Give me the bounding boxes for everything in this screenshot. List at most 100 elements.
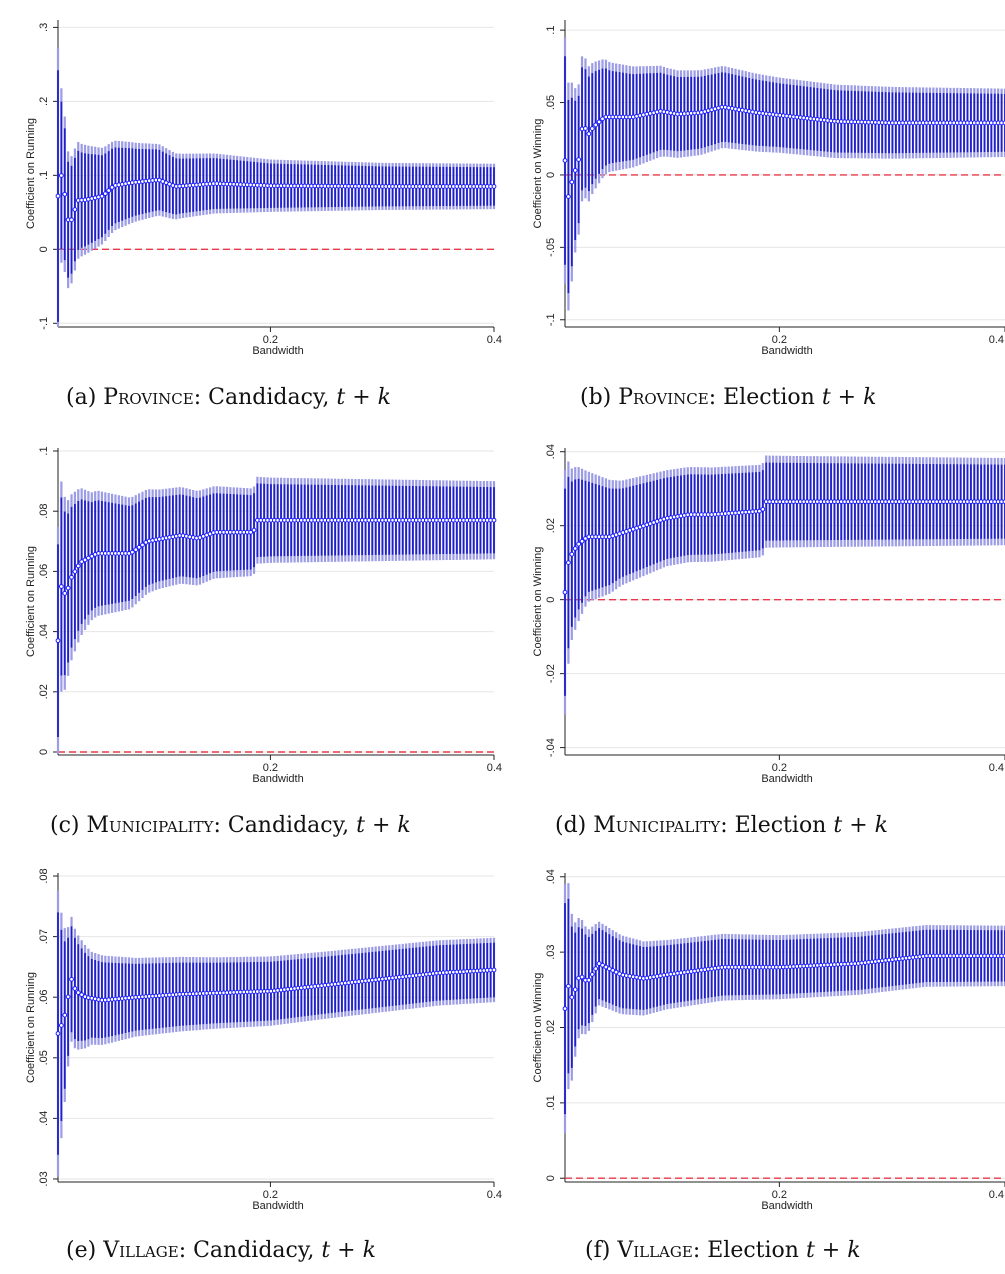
caption-e-unit: Village <box>103 1238 179 1263</box>
x-tick-label: 0.2 <box>772 334 787 346</box>
y-tick-label: -.04 <box>545 738 557 757</box>
x-axis-title: Bandwidth <box>761 345 812 357</box>
caption-a: (a) Province: Candidacy, t + k <box>66 385 391 410</box>
y-axis-title: Coefficient on Running <box>25 118 37 229</box>
caption-b-math: t + k <box>821 385 877 410</box>
estimate-point <box>562 158 568 163</box>
estimate-point <box>562 1006 568 1012</box>
estimate-point <box>133 547 139 553</box>
estimate-point <box>62 590 68 596</box>
x-tick-label: 0.2 <box>263 762 278 774</box>
estimate-point <box>55 193 61 199</box>
caption-b-prefix: (b) <box>580 385 619 410</box>
estimate-point <box>79 992 85 998</box>
y-tick-label: .1 <box>545 26 557 35</box>
y-axis-title: Coefficient on Winning <box>532 547 544 657</box>
estimate-point <box>760 506 766 512</box>
estimate-point <box>58 1023 64 1028</box>
y-tick-label: .02 <box>545 1020 557 1035</box>
x-tick-label: 0.4 <box>989 334 1004 346</box>
x-axis-title: Bandwidth <box>252 773 303 785</box>
estimate-point <box>99 193 105 199</box>
x-tick-label: 0.4 <box>989 762 1004 774</box>
estimate-point <box>589 971 595 977</box>
y-axis-title: Coefficient on Running <box>25 972 37 1083</box>
caption-e-rest: : Candidacy, <box>178 1238 322 1263</box>
estimate-point <box>576 157 582 162</box>
caption-b: (b) Province: Election t + k <box>580 385 876 410</box>
chart-panel-c: 0 .02 .04 .06 .08 .1 0.2 0.4 Bandwidth Coefficien… <box>25 446 502 785</box>
estimate-point <box>55 1031 61 1036</box>
estimate-point <box>589 126 595 131</box>
chart-panel-b: -.1 -.05 0 .05 .1 0.2 0.4 Bandwidth Coefficient … <box>532 20 1005 357</box>
caption-f-unit: Village <box>617 1238 693 1263</box>
y-tick-label: .04 <box>38 1111 50 1126</box>
caption-d-math: t + k <box>833 813 888 838</box>
estimate-point <box>72 207 78 212</box>
y-axis-title: Coefficient on Winning <box>532 119 544 229</box>
estimate-point <box>491 184 497 189</box>
x-axis-title: Bandwidth <box>761 773 812 785</box>
caption-e: (e) Village: Candidacy, t + k <box>66 1238 376 1263</box>
y-axis-title: Coefficient on Running <box>25 546 37 657</box>
caption-d: (d) Municipality: Election t + k <box>555 813 888 838</box>
caption-c-math: t + k <box>356 813 411 838</box>
caption-f: (f) Village: Election t + k <box>585 1238 861 1263</box>
y-tick-label: .01 <box>545 1095 557 1110</box>
y-tick-label: .3 <box>38 23 50 32</box>
estimate-point <box>586 131 592 137</box>
y-tick-label: 0 <box>545 172 557 178</box>
estimate-point <box>140 542 145 548</box>
y-tick-label: .02 <box>38 684 50 699</box>
chart-panel-d: -.04 -.02 0 .02 .04 0.2 0.4 Bandwidth Coefficien… <box>532 444 1005 785</box>
x-axis-title: Bandwidth <box>761 1200 812 1212</box>
y-tick-label: .1 <box>38 446 50 455</box>
estimate-point <box>62 1012 68 1018</box>
estimate-point <box>58 584 64 589</box>
y-tick-label: .06 <box>38 990 50 1005</box>
estimate-point <box>593 966 599 972</box>
y-tick-label: -.1 <box>38 317 50 330</box>
estimate-point <box>569 551 575 557</box>
estimate-point <box>251 527 257 533</box>
caption-d-prefix: (d) <box>555 813 594 838</box>
caption-a-prefix: (a) <box>66 385 104 410</box>
y-tick-label: 0 <box>545 597 557 603</box>
x-tick-label: 0.2 <box>263 1189 278 1201</box>
caption-f-rest: : Election <box>692 1238 806 1263</box>
estimate-point <box>55 638 61 644</box>
y-tick-label: .07 <box>38 929 50 944</box>
x-tick-label: 0.4 <box>487 334 502 346</box>
estimate-point <box>566 194 571 199</box>
estimate-point <box>62 191 68 197</box>
estimate-point <box>566 983 571 989</box>
estimate-point <box>586 977 592 983</box>
y-tick-label: .02 <box>545 518 557 533</box>
y-tick-label: .08 <box>38 868 50 883</box>
y-tick-label: .05 <box>38 1050 50 1065</box>
estimate-point <box>562 589 568 595</box>
estimate-point <box>583 126 588 131</box>
estimate-point <box>596 119 602 125</box>
estimate-point <box>572 987 578 992</box>
x-tick-label: 0.2 <box>772 1189 787 1201</box>
y-tick-label: .08 <box>38 504 50 519</box>
x-tick-label: 0.4 <box>487 1189 502 1201</box>
caption-f-math: t + k <box>805 1238 861 1263</box>
estimate-point <box>569 179 575 185</box>
caption-b-rest: : Election <box>708 385 822 410</box>
estimate-point <box>579 538 585 544</box>
y-tick-label: .04 <box>545 869 557 884</box>
y-tick-label: .2 <box>38 97 50 106</box>
x-tick-label: 0.4 <box>487 762 502 774</box>
estimate-point <box>75 563 81 569</box>
estimate-point <box>75 990 81 995</box>
estimate-point <box>69 976 74 982</box>
caption-d-unit: Municipality <box>593 813 721 838</box>
y-tick-label: .1 <box>38 171 50 180</box>
estimate-point <box>109 184 115 190</box>
x-tick-label: 0.4 <box>989 1189 1004 1201</box>
estimate-point <box>129 549 135 555</box>
estimate-point <box>593 122 599 128</box>
